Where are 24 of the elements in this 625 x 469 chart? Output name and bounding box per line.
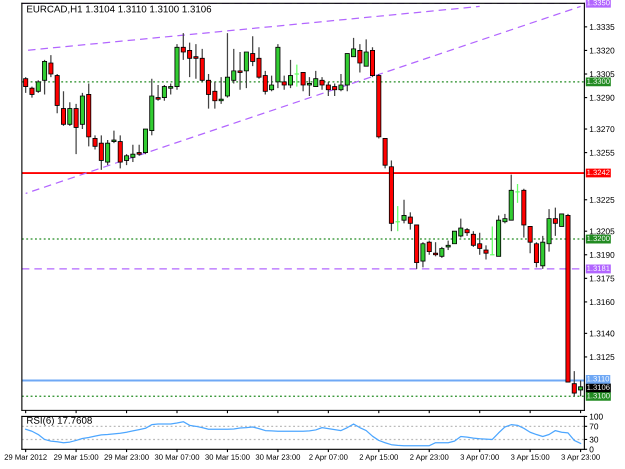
candlestick	[394, 205, 401, 232]
y-tick-label: 1.3290	[590, 94, 614, 101]
candlestick	[528, 226, 533, 254]
y-tick-label: 1.3335	[590, 24, 614, 30]
y-tick-label: 0	[590, 446, 594, 452]
chart-title: RSI(6) 17.7608	[27, 416, 92, 426]
y-tick-label: 1.3305	[590, 71, 614, 78]
y-tick-label: 100	[590, 414, 603, 420]
y-tick-label: 1.3255	[590, 150, 614, 156]
candlestick	[446, 240, 451, 251]
y-tick-label: 1.3270	[590, 126, 614, 132]
y-tick-label: 1.3190	[590, 252, 614, 258]
y-tick-label: 30	[590, 436, 598, 443]
candlestick	[489, 226, 496, 256]
y-tick-label: 1.3160	[590, 299, 614, 306]
y-tick-label: 1.3205	[590, 228, 614, 234]
y-tick-label: 1.3125	[590, 354, 614, 360]
y-tick-label: 70	[590, 424, 598, 430]
y-tick-label: 1.3140	[590, 330, 614, 336]
candlestick	[484, 244, 488, 260]
y-tick-label: 1.3175	[590, 276, 614, 282]
y-tick-label: 1.3320	[590, 48, 614, 54]
chart-title: EURCAD,H1 1.3104 1.3110 1.3100 1.3106	[27, 6, 212, 14]
y-tick-label: 1.3225	[590, 196, 614, 203]
